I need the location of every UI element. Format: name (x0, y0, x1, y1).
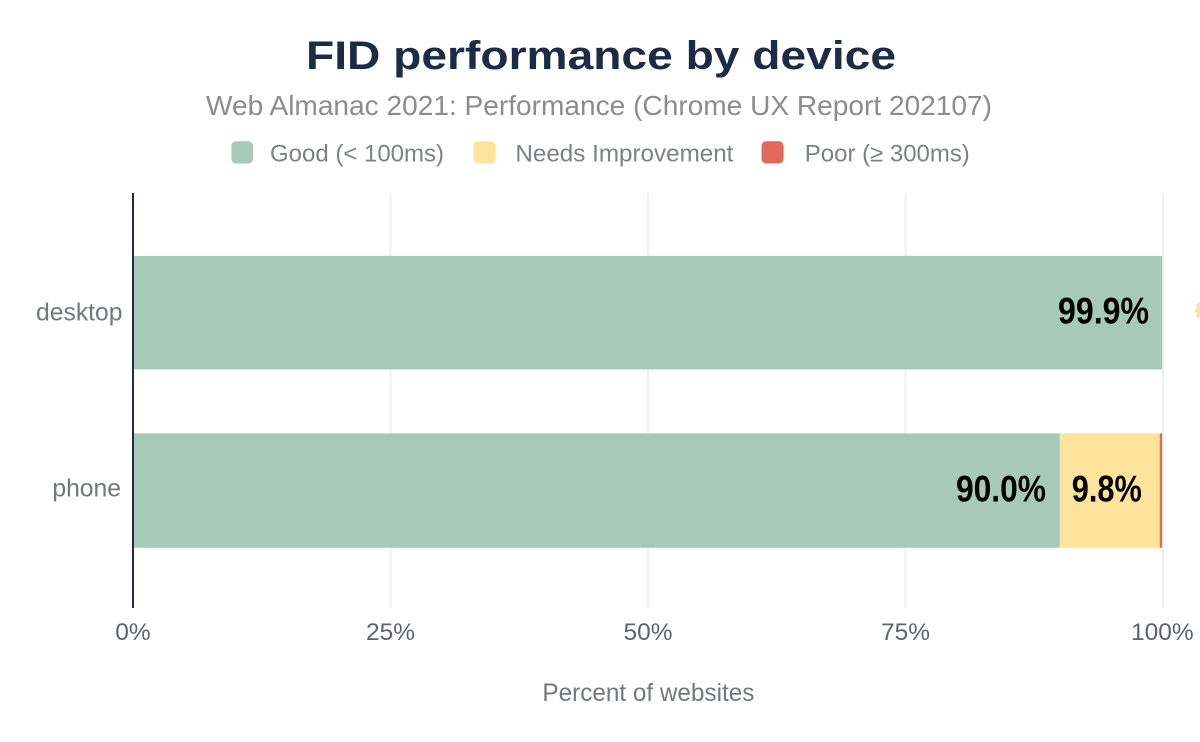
svg-text:75%: 75% (881, 619, 930, 646)
svg-text:FID performance by device: FID performance by device (306, 34, 896, 78)
svg-text:90.0%: 90.0% (956, 468, 1046, 509)
svg-text:Web Almanac 2021: Performance: Web Almanac 2021: Performance (Chrome UX… (206, 90, 992, 121)
svg-text:99.9%: 99.9% (1058, 291, 1149, 332)
svg-text:50%: 50% (623, 619, 672, 646)
svg-text:Poor (≥ 300ms): Poor (≥ 300ms) (805, 141, 970, 168)
svg-text:100%: 100% (1131, 619, 1194, 646)
svg-text:Needs Improvement: Needs Improvement (515, 141, 733, 168)
svg-text:Percent of websites: Percent of websites (542, 679, 754, 707)
svg-text:Good (< 100ms): Good (< 100ms) (270, 141, 444, 168)
svg-text:desktop: desktop (36, 299, 122, 326)
svg-text:25%: 25% (366, 619, 415, 646)
svg-text:0%: 0% (115, 619, 150, 646)
svg-text:9.8%: 9.8% (1072, 468, 1142, 509)
svg-text:phone: phone (52, 476, 121, 503)
